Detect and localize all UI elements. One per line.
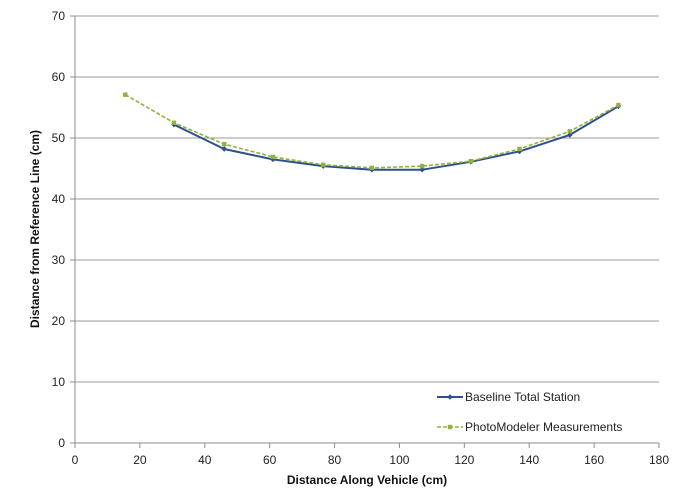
- data-point: [321, 162, 326, 168]
- data-point: [517, 146, 522, 152]
- axes: [70, 15, 660, 448]
- legend: Baseline Total Station PhotoModeler Measu…: [437, 390, 622, 434]
- series-2: [123, 92, 621, 171]
- y-tick-label: 30: [52, 253, 66, 267]
- series-line: [124, 94, 619, 169]
- data-point: [516, 148, 523, 155]
- legend-marker: [447, 424, 453, 430]
- data-point: [566, 132, 573, 138]
- data-point: [171, 120, 177, 125]
- data-point: [419, 166, 425, 173]
- x-tick-label: 60: [263, 453, 277, 467]
- y-tick-label: 20: [52, 314, 66, 328]
- x-axis-title: Distance Along Vehicle (cm): [287, 473, 447, 487]
- data-point: [468, 158, 474, 164]
- x-tick-label: 120: [454, 453, 474, 467]
- data-point: [567, 129, 572, 134]
- data-point: [221, 146, 228, 152]
- series-line: [173, 105, 619, 171]
- x-tick-label: 20: [133, 453, 147, 467]
- y-tick-label: 10: [52, 375, 66, 389]
- x-tick-label: 40: [198, 453, 212, 467]
- legend-item: PhotoModeler Measurements: [437, 420, 622, 434]
- gridlines: [75, 15, 659, 383]
- x-tick-label: 160: [584, 453, 604, 467]
- y-tick-label: 70: [52, 9, 66, 23]
- legend-label: Baseline Total Station: [465, 390, 580, 404]
- x-tick-label: 0: [72, 453, 79, 467]
- y-tick-label: 60: [52, 70, 66, 84]
- legend-item: Baseline Total Station: [437, 390, 580, 404]
- series: [123, 92, 622, 173]
- legend-label: PhotoModeler Measurements: [465, 420, 622, 434]
- y-tick-labels: 0 10 20 30 40 50 60 70: [52, 9, 66, 450]
- legend-marker: [447, 394, 453, 400]
- y-tick-label: 40: [52, 192, 66, 206]
- x-tick-label: 140: [519, 453, 539, 467]
- x-tick-labels: 0 20 40 60 80 100 120 140 160 180: [72, 453, 670, 467]
- data-point: [270, 154, 276, 160]
- data-point: [419, 163, 425, 169]
- x-tick-label: 80: [328, 453, 342, 467]
- y-tick-label: 50: [52, 131, 66, 145]
- data-point: [616, 102, 621, 108]
- y-axis-title: Distance from Reference Line (cm): [28, 130, 42, 328]
- data-point: [222, 141, 227, 147]
- x-tick-label: 100: [389, 453, 409, 467]
- series-1: [171, 103, 622, 173]
- data-point: [270, 156, 276, 163]
- data-point: [369, 165, 375, 171]
- y-tick-label: 0: [58, 436, 65, 450]
- data-point: [123, 92, 128, 97]
- x-tick-label: 180: [649, 453, 669, 467]
